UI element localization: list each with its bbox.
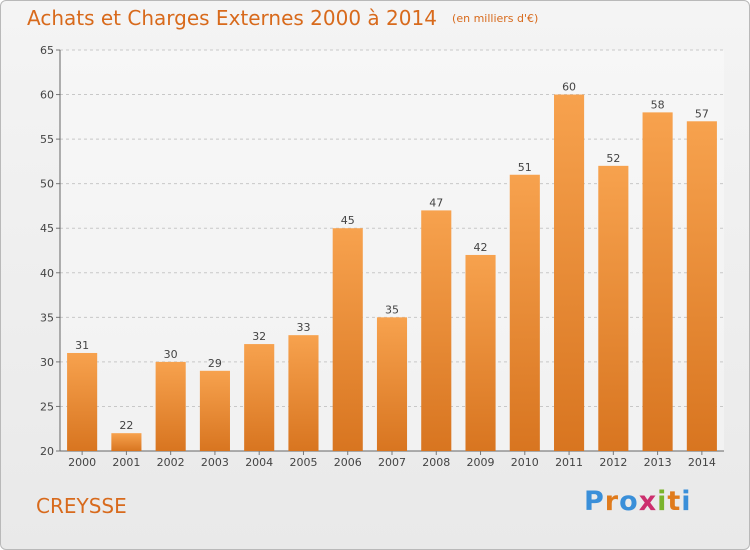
x-tick-label: 2005 [289,456,317,469]
y-tick-label: 45 [40,222,54,235]
x-tick-label: 2001 [112,456,140,469]
data-label: 58 [651,98,665,111]
data-label: 60 [562,81,576,94]
chart-subtitle: (en milliers d'€) [452,12,539,25]
logo-letter: t [667,486,682,517]
x-tick-label: 2010 [511,456,539,469]
data-label: 57 [695,107,709,120]
x-tick-label: 2009 [467,456,495,469]
y-tick-label: 30 [40,356,54,369]
commune-name: CREYSSE [36,494,127,518]
data-label: 35 [385,303,399,316]
x-tick-label: 2003 [201,456,229,469]
bar [376,317,408,451]
x-tick-label: 2000 [68,456,96,469]
bar [67,352,98,451]
proxiti-logo: Proxiti [584,486,692,517]
data-label: 47 [429,196,443,209]
logo-letter: r [604,486,620,517]
y-tick-label: 35 [40,311,54,324]
bar [332,228,363,451]
data-label: 51 [518,161,532,174]
x-tick-label: 2006 [334,456,362,469]
data-label: 52 [606,152,620,165]
x-tick-label: 2002 [157,456,185,469]
x-tick-label: 2011 [555,456,583,469]
y-tick-label: 65 [40,44,54,57]
bar [686,121,717,452]
x-tick-label: 2014 [688,456,716,469]
title-block: Achats et Charges Externes 2000 à 2014 (… [27,6,538,30]
data-label: 22 [119,419,133,432]
y-tick-label: 25 [40,400,54,413]
data-label: 45 [341,214,355,227]
bar [155,361,186,451]
data-label: 30 [164,348,178,361]
bar [288,335,319,451]
bar [598,165,629,451]
y-tick-label: 40 [40,267,54,280]
bar [111,433,142,451]
x-tick-label: 2008 [422,456,450,469]
bar [554,94,585,452]
chart-title: Achats et Charges Externes 2000 à 2014 [27,6,437,30]
logo-letter: i [657,486,668,517]
y-tick-label: 55 [40,133,54,146]
bar [509,174,540,451]
data-label: 29 [208,357,222,370]
y-tick-label: 50 [40,178,54,191]
bar [465,254,496,451]
logo-letter: P [584,486,605,517]
x-tick-label: 2007 [378,456,406,469]
x-tick-label: 2013 [644,456,672,469]
data-label: 32 [252,330,266,343]
y-tick-label: 60 [40,89,54,102]
data-label: 31 [75,339,89,352]
logo-letter: x [638,486,658,517]
bar [421,210,452,451]
data-label: 42 [474,241,488,254]
bar [199,370,230,451]
logo-letter: i [681,486,692,517]
logo-letter: o [619,486,639,517]
y-tick-label: 20 [40,445,54,458]
x-tick-label: 2004 [245,456,273,469]
x-tick-label: 2012 [599,456,627,469]
bar [642,112,673,451]
bar [244,344,275,451]
data-label: 33 [296,321,310,334]
